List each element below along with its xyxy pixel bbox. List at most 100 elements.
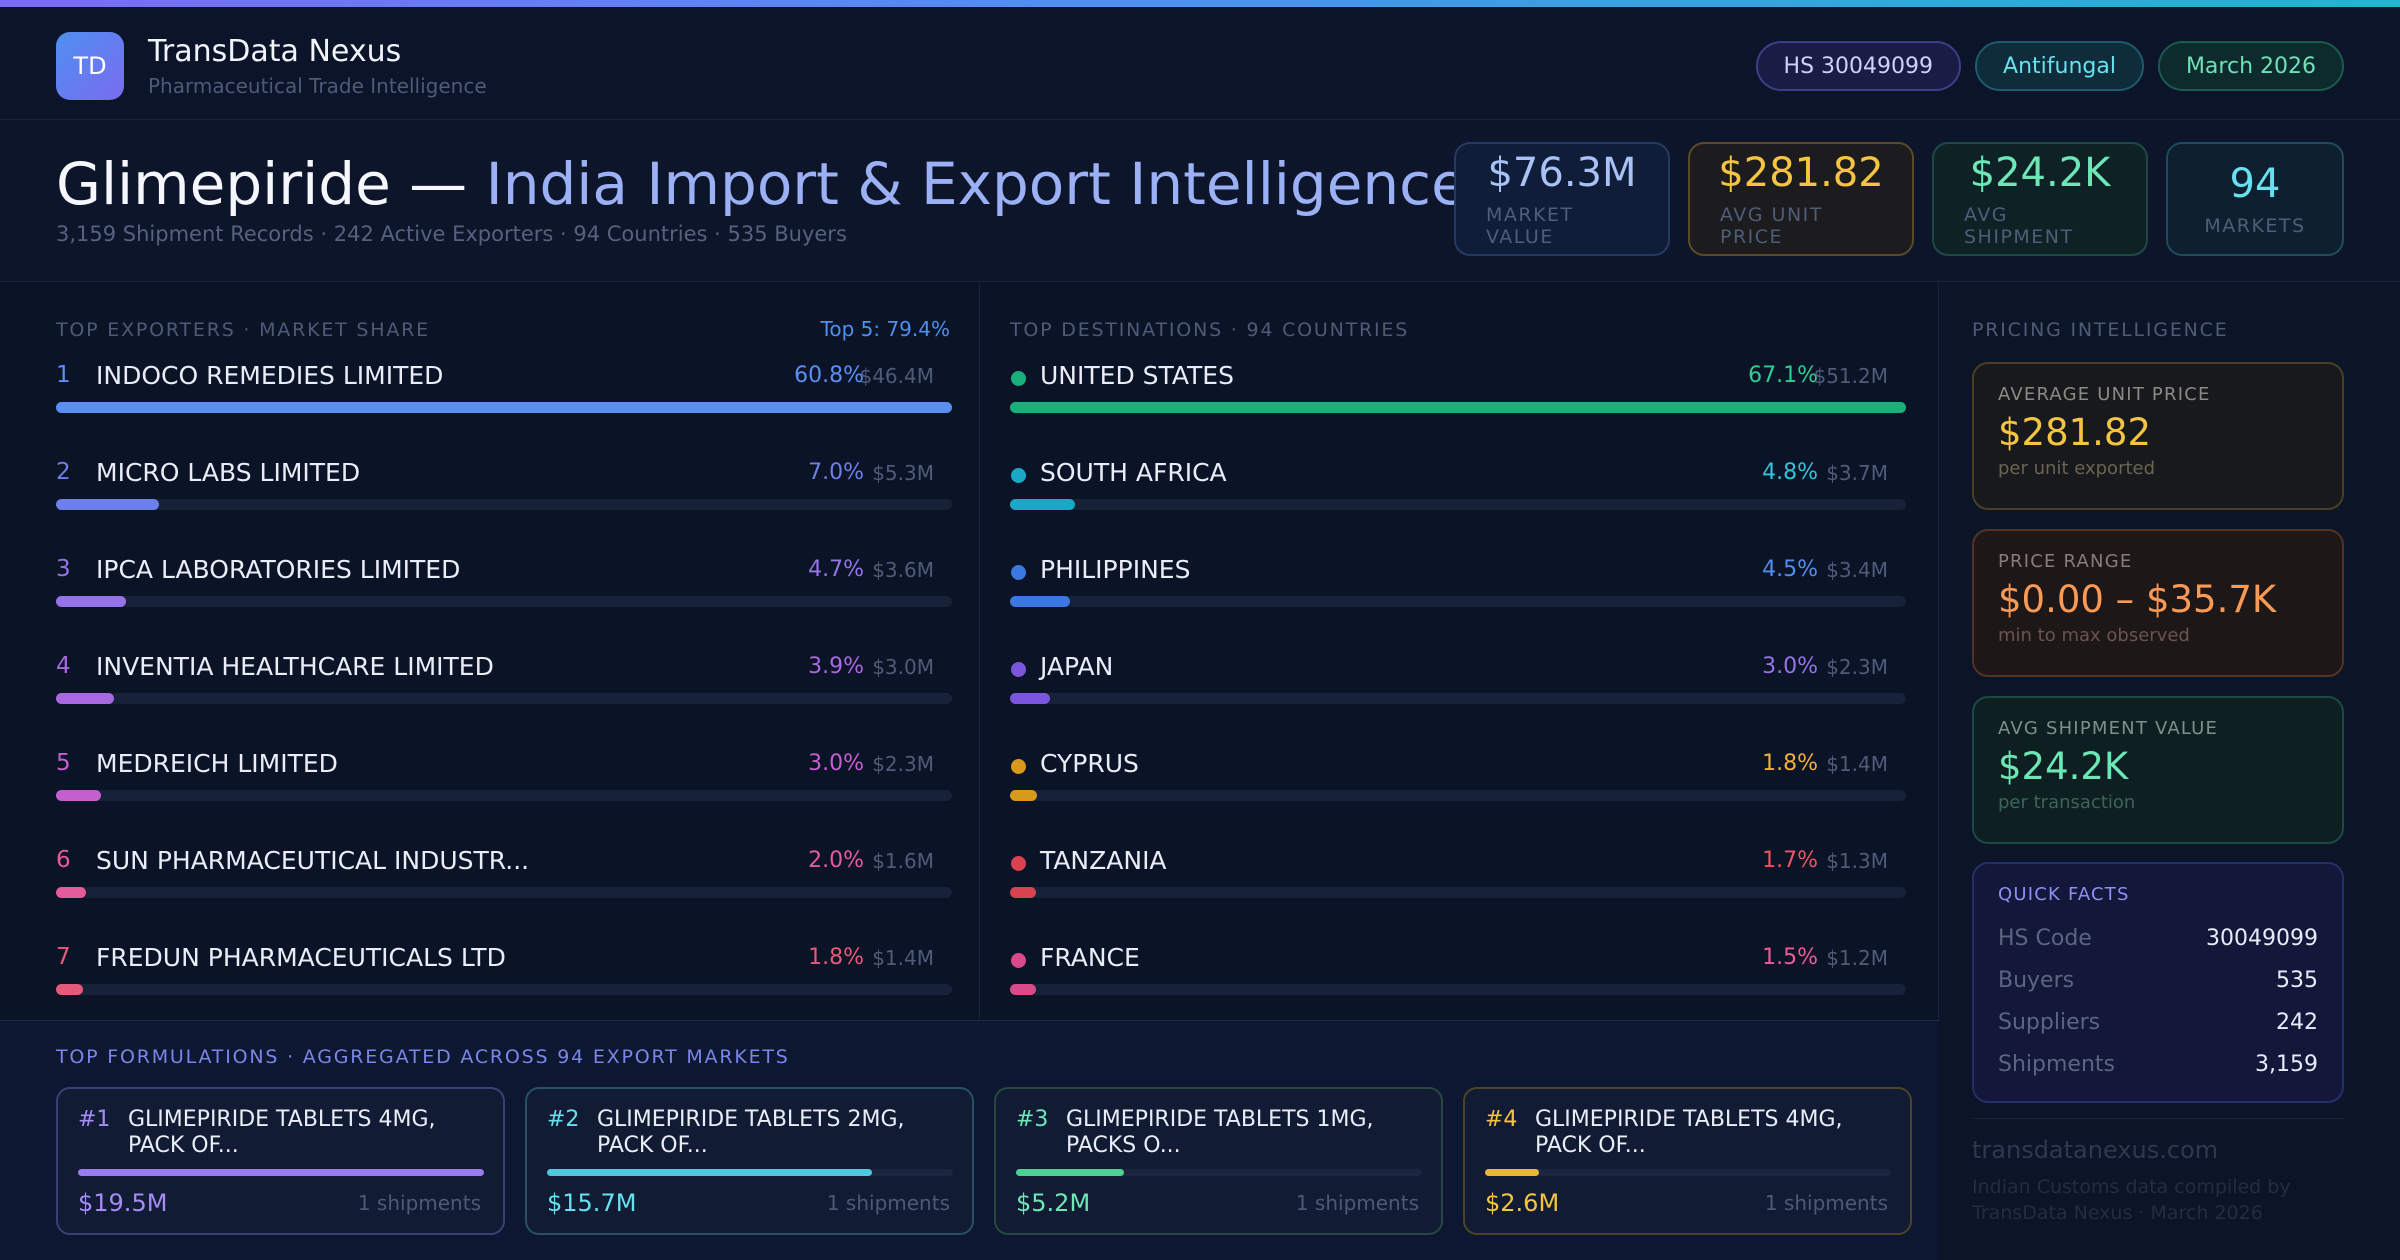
formulation-bar-track xyxy=(78,1169,484,1176)
fact-value: 535 xyxy=(2276,967,2318,993)
formulation-title: GLIMEPIRIDE TABLETS 2MG, PACK OF... xyxy=(597,1107,905,1158)
brand-logo[interactable]: TD xyxy=(56,32,124,100)
kpi-value: $24.2K xyxy=(1969,150,2111,196)
share-percent: 3.9% xyxy=(808,654,864,679)
share-bar-track xyxy=(1010,693,1906,704)
country-name: CYPRUS xyxy=(1040,749,1139,778)
share-bar-fill xyxy=(56,499,160,510)
fact-row: HS Code 30049099 xyxy=(1998,917,2318,959)
hs-code-pill[interactable]: HS 30049099 xyxy=(1755,41,1962,91)
share-bar-fill xyxy=(56,693,115,704)
exporter-name: IPCA LABORATORIES LIMITED xyxy=(96,555,461,584)
share-amount: $5.3M xyxy=(872,461,934,485)
destination-row[interactable]: JAPAN 3.0% $2.3M xyxy=(1010,652,1906,750)
formulation-shipments: 1 shipments xyxy=(1295,1191,1419,1215)
fact-row: Buyers 535 xyxy=(1998,959,2318,1001)
exporter-name: MICRO LABS LIMITED xyxy=(96,458,361,487)
country-dot-icon xyxy=(1011,856,1026,871)
kpi-label: AVG UNIT PRICE xyxy=(1720,204,1823,248)
exporter-row[interactable]: 4 INVENTIA HEALTHCARE LIMITED 3.9% $3.0M xyxy=(56,652,952,750)
country-name: FRANCE xyxy=(1040,943,1140,972)
destinations-panel: TOP DESTINATIONS · 94 COUNTRIES UNITED S… xyxy=(981,282,1939,1020)
formulation-rank: #1 xyxy=(78,1107,111,1132)
app-header: TD TransData Nexus Pharmaceutical Trade … xyxy=(0,7,2400,120)
formulation-card[interactable]: #1 GLIMEPIRIDE TABLETS 4MG, PACK OF... $19… xyxy=(56,1087,505,1235)
fact-value: 242 xyxy=(2276,1009,2318,1035)
formulation-card[interactable]: #4 GLIMEPIRIDE TABLETS 4MG, PACK OF... $2.… xyxy=(1463,1087,1912,1235)
rank-number: 3 xyxy=(56,556,71,582)
exporter-row[interactable]: 5 MEDREICH LIMITED 3.0% $2.3M xyxy=(56,749,952,847)
accent-bar xyxy=(0,0,2400,7)
country-dot-icon xyxy=(1011,468,1026,483)
share-bar-fill xyxy=(56,984,83,995)
formulation-card[interactable]: #3 GLIMEPIRIDE TABLETS 1MG, PACKS O... $5.… xyxy=(994,1087,1443,1235)
formulation-rank: #2 xyxy=(547,1107,580,1132)
category-pill[interactable]: Antifungal xyxy=(1975,41,2144,91)
country-dot-icon xyxy=(1011,662,1026,677)
country-dot-icon xyxy=(1011,565,1026,580)
share-percent: 3.0% xyxy=(808,751,864,776)
destination-row[interactable]: FRANCE 1.5% $1.2M xyxy=(1010,943,1906,1041)
exporter-row[interactable]: 2 MICRO LABS LIMITED 7.0% $5.3M xyxy=(56,458,952,556)
share-bar-fill xyxy=(1010,402,1906,413)
pricing-panel: PRICING INTELLIGENCE AVERAGE UNIT PRICE … xyxy=(1940,282,2400,1260)
share-bar-fill xyxy=(1010,887,1036,898)
exporter-row[interactable]: 1 INDOCO REMEDIES LIMITED 60.8% $46.4M xyxy=(56,361,952,459)
exporter-name: FREDUN PHARMACEUTICALS LTD xyxy=(96,943,506,972)
kpi-avg-unit-price: $281.82 AVG UNIT PRICE xyxy=(1688,142,1914,256)
quick-facts-list: HS Code 30049099 Buyers 535 Suppliers 24… xyxy=(1998,917,2318,1085)
exporter-row[interactable]: 6 SUN PHARMACEUTICAL INDUSTR... 2.0% $1.6M xyxy=(56,846,952,944)
formulations-section: TOP FORMULATIONS · AGGREGATED ACROSS 94 … xyxy=(0,1020,1939,1260)
share-percent: 1.8% xyxy=(1762,751,1818,776)
kpi-label: AVG SHIPMENT xyxy=(1964,204,2074,248)
share-bar-fill xyxy=(1010,790,1037,801)
destination-row[interactable]: PHILIPPINES 4.5% $3.4M xyxy=(1010,555,1906,653)
share-bar-track xyxy=(56,499,952,510)
formulation-value: $15.7M xyxy=(547,1189,637,1217)
destination-row[interactable]: UNITED STATES 67.1% $51.2M xyxy=(1010,361,1906,459)
share-bar-fill xyxy=(56,887,87,898)
share-bar-fill xyxy=(56,596,126,607)
country-name: SOUTH AFRICA xyxy=(1040,458,1227,487)
price-range-card: PRICE RANGE $0.00 – $35.7K min to max ob… xyxy=(1972,529,2344,677)
fact-key: Buyers xyxy=(1998,967,2075,993)
formulation-value: $2.6M xyxy=(1485,1189,1560,1217)
destination-row[interactable]: SOUTH AFRICA 4.8% $3.7M xyxy=(1010,458,1906,556)
kpi-label: MARKET VALUE xyxy=(1486,204,1574,248)
share-percent: 3.0% xyxy=(1762,654,1818,679)
formulation-card[interactable]: #2 GLIMEPIRIDE TABLETS 2MG, PACK OF... $15… xyxy=(525,1087,974,1235)
share-bar-track xyxy=(1010,790,1906,801)
date-pill[interactable]: March 2026 xyxy=(2157,41,2344,91)
pricing-heading: PRICING INTELLIGENCE xyxy=(1972,319,2229,341)
formulations-heading: TOP FORMULATIONS · AGGREGATED ACROSS 94 … xyxy=(56,1046,790,1068)
formulation-title: GLIMEPIRIDE TABLETS 4MG, PACK OF... xyxy=(128,1107,436,1158)
card-caption: per transaction xyxy=(1998,792,2136,813)
exporter-row[interactable]: 3 IPCA LABORATORIES LIMITED 4.7% $3.6M xyxy=(56,555,952,653)
country-name: UNITED STATES xyxy=(1040,361,1234,390)
share-bar-track xyxy=(56,984,952,995)
exporter-name: INDOCO REMEDIES LIMITED xyxy=(96,361,444,390)
share-amount: $3.4M xyxy=(1826,558,1888,582)
card-caption: min to max observed xyxy=(1998,625,2190,646)
share-percent: 4.7% xyxy=(808,557,864,582)
exporters-list: 1 INDOCO REMEDIES LIMITED 60.8% $46.4M 2 MICR… xyxy=(56,361,952,1041)
page-title: Glimepiride — India Import & Export Inte… xyxy=(56,150,1467,218)
share-amount: $3.7M xyxy=(1826,461,1888,485)
quick-facts-card: QUICK FACTS HS Code 30049099 Buyers 535 … xyxy=(1972,862,2344,1103)
kpi-market-value: $76.3M MARKET VALUE xyxy=(1454,142,1670,256)
share-bar-fill xyxy=(56,790,101,801)
formulation-shipments: 1 shipments xyxy=(1764,1191,1888,1215)
card-caption: per unit exported xyxy=(1998,458,2156,479)
formulation-title: GLIMEPIRIDE TABLETS 4MG, PACK OF... xyxy=(1535,1107,1843,1158)
share-bar-track xyxy=(1010,596,1906,607)
fact-value: 30049099 xyxy=(2206,925,2318,951)
fact-row: Shipments 3,159 xyxy=(1998,1043,2318,1085)
destination-row[interactable]: TANZANIA 1.7% $1.3M xyxy=(1010,846,1906,944)
formulation-bar-track xyxy=(1016,1169,1422,1176)
destination-row[interactable]: CYPRUS 1.8% $1.4M xyxy=(1010,749,1906,847)
share-amount: $1.4M xyxy=(872,946,934,970)
share-amount: $46.4M xyxy=(859,364,934,388)
footer-url[interactable]: transdatanexus.com xyxy=(1972,1136,2219,1164)
exporter-row[interactable]: 7 FREDUN PHARMACEUTICALS LTD 1.8% $1.4M xyxy=(56,943,952,1041)
rank-number: 4 xyxy=(56,653,71,679)
